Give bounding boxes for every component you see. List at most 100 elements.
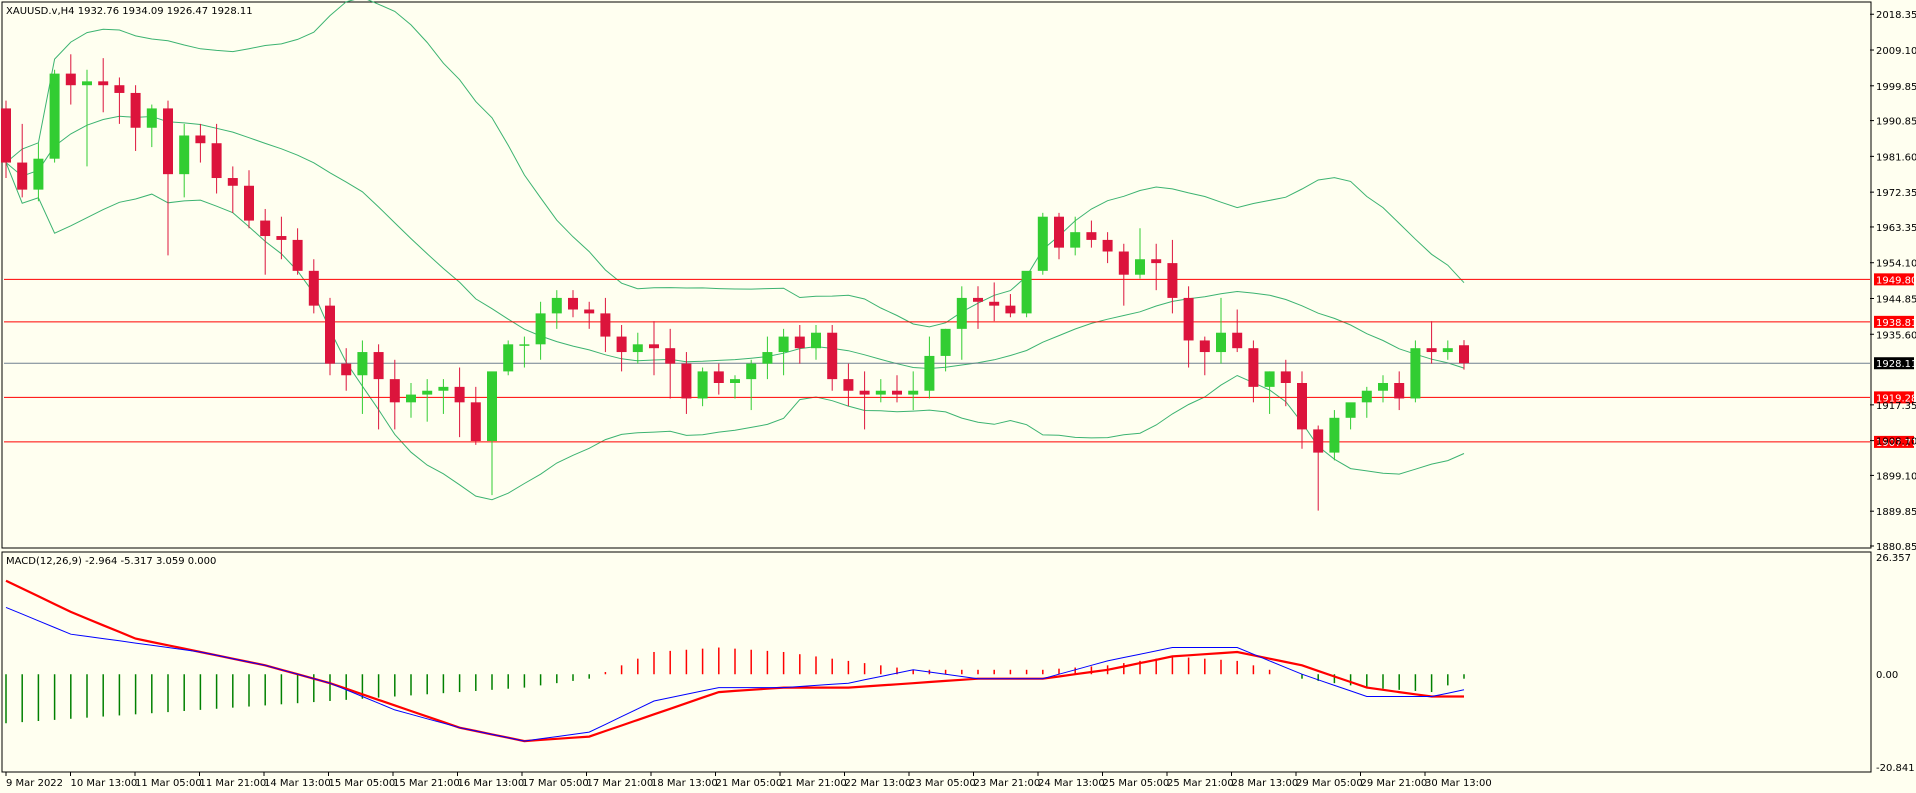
price-tick-label-11: 1908.10	[1876, 437, 1916, 448]
candle-body-27	[438, 386, 449, 391]
candle-body-78	[1264, 371, 1275, 387]
time-tick-label-15: 23 Mar 21:00	[974, 778, 1041, 789]
candle-body-62	[1005, 305, 1016, 314]
candle-body-70	[1135, 259, 1145, 275]
candle-body-71	[1151, 259, 1162, 264]
candle-body-90	[1459, 345, 1469, 364]
candle-body-18	[292, 239, 303, 271]
candle-body-0	[1, 108, 11, 163]
time-tick-label-0: 9 Mar 2022	[6, 778, 63, 789]
time-tick-label-2: 11 Mar 05:00	[135, 778, 202, 789]
candle-body-15	[244, 185, 254, 221]
candle-body-24	[389, 379, 400, 403]
candle-body-77	[1248, 348, 1259, 387]
candle-body-33	[535, 313, 546, 345]
price-tick-label-5: 1972.35	[1876, 188, 1916, 199]
time-tick-label-22: 30 Mar 13:00	[1425, 778, 1492, 789]
level-tag-3	[1874, 435, 1914, 448]
price-axis: 2018.35 2009.10 1999.85 1990.85 1981.60 1972.…	[1870, 10, 1916, 553]
candle-body-9	[146, 108, 157, 128]
macd-tick-label-1: 0.00	[1876, 670, 1898, 681]
candle-body-47	[762, 352, 773, 364]
candle-body-22	[357, 352, 368, 376]
time-tick-label-3: 11 Mar 21:00	[200, 778, 267, 789]
candle-body-43	[697, 371, 708, 399]
candle-body-66	[1070, 232, 1081, 248]
candle-body-38	[616, 336, 627, 353]
bollinger-middle	[5, 115, 1465, 370]
candle-body-85	[1378, 382, 1388, 391]
price-tick-label-12: 1899.10	[1876, 471, 1916, 482]
candle-body-81	[1313, 429, 1324, 453]
candle-body-25	[406, 394, 416, 403]
candle-body-29	[470, 402, 481, 442]
candle-body-3	[49, 73, 60, 159]
candle-body-40	[649, 344, 659, 349]
time-tick-label-9: 17 Mar 21:00	[587, 778, 654, 789]
macd-tick-label-0: 26.357	[1876, 553, 1911, 564]
time-tick-label-5: 15 Mar 05:00	[329, 778, 396, 789]
price-tick-label-1: 2009.10	[1876, 46, 1916, 57]
bollinger-upper	[5, 0, 1465, 328]
level-label-3: 1907.77	[1876, 438, 1916, 449]
candle-body-65	[1054, 216, 1064, 248]
time-tick-label-21: 29 Mar 21:00	[1361, 778, 1428, 789]
current-price-tag	[1874, 357, 1914, 370]
candle-body-28	[454, 386, 465, 403]
macd-tick-label-2: -20.841	[1876, 763, 1915, 774]
level-label-2: 1919.28	[1876, 393, 1916, 404]
candle-body-2	[33, 158, 44, 190]
time-tick-label-18: 25 Mar 21:00	[1167, 778, 1234, 789]
candle-body-49	[794, 336, 805, 349]
time-tick-label-10: 18 Mar 13:00	[651, 778, 718, 789]
price-tick-label-14: 1880.85	[1876, 542, 1916, 553]
candle-body-41	[665, 348, 676, 364]
candle-body-80	[1297, 382, 1307, 430]
time-tick-label-1: 10 Mar 13:00	[71, 778, 138, 789]
candle-body-55	[892, 390, 902, 395]
candle-body-23	[373, 352, 384, 380]
macd-lines	[5, 579, 1465, 743]
candle-body-73	[1183, 297, 1194, 341]
candle-body-11	[179, 135, 190, 175]
macd-axis: 26.357 0.00 -20.841	[1876, 553, 1915, 774]
candle-body-42	[681, 363, 692, 399]
level-label-0: 1949.80	[1876, 275, 1916, 286]
candle-body-57	[924, 355, 935, 391]
macd-panel-frame	[1, 551, 1872, 773]
candle-body-53	[859, 390, 870, 395]
candle-body-60	[973, 297, 983, 302]
price-tick-label-4: 1981.60	[1876, 152, 1916, 163]
candle-body-34	[551, 297, 562, 314]
candle-body-52	[843, 379, 854, 391]
candle-body-46	[746, 363, 757, 380]
candle-body-54	[875, 390, 886, 395]
candle-body-67	[1086, 232, 1097, 240]
candle-body-20	[325, 305, 335, 364]
candle-body-59	[956, 297, 967, 329]
price-panel-frame	[1, 1, 1872, 549]
macd-histogram	[5, 647, 1465, 724]
price-tick-label-0: 2018.35	[1876, 10, 1916, 21]
candle-body-19	[308, 270, 319, 306]
level-tag-0	[1874, 273, 1914, 286]
macd-main-line	[5, 606, 1465, 742]
candle-body-39	[632, 344, 643, 353]
candle-body-76	[1232, 332, 1243, 349]
candle-body-17	[276, 236, 287, 240]
symbol-info: XAUUSD.v,H4 1932.76 1934.09 1926.47 1928…	[6, 6, 253, 17]
level-tag-2	[1874, 391, 1914, 404]
time-tick-label-14: 23 Mar 05:00	[909, 778, 976, 789]
candle-body-51	[827, 332, 838, 380]
candle-body-87	[1410, 348, 1421, 399]
price-tick-label-9: 1935.60	[1876, 330, 1916, 341]
time-tick-label-16: 24 Mar 13:00	[1038, 778, 1105, 789]
time-tick-label-7: 16 Mar 13:00	[458, 778, 525, 789]
candlesticks	[1, 54, 1469, 511]
candle-body-36	[584, 309, 595, 314]
candle-body-13	[211, 143, 222, 179]
candle-body-58	[940, 328, 951, 356]
candle-body-63	[1021, 270, 1032, 314]
candle-body-86	[1394, 382, 1405, 399]
